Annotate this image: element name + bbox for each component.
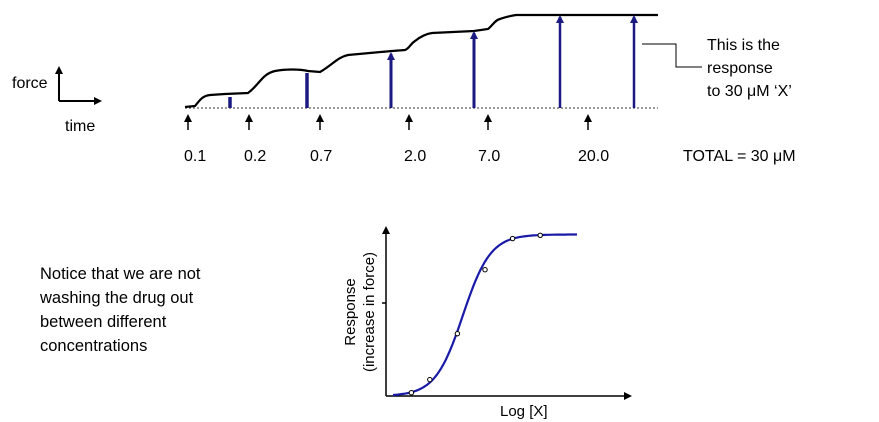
callout-line-text: response — [707, 60, 773, 77]
callout-text: This is the response to 30 μM ‘X’ — [707, 37, 792, 100]
addition-arrows — [188, 116, 588, 130]
note-text: Notice that we are not washing the drug … — [40, 262, 280, 358]
response-bars — [230, 17, 634, 108]
note-line: Notice that we are not — [40, 262, 280, 286]
callout-line-text: This is the — [707, 37, 780, 54]
data-point — [428, 377, 432, 381]
data-point — [483, 268, 487, 272]
addition-label: 0.1 — [184, 148, 206, 165]
data-point — [510, 236, 514, 240]
data-point — [538, 233, 542, 237]
note-line: between different — [40, 310, 280, 334]
scale-force-label: force — [12, 75, 48, 92]
data-point — [455, 331, 459, 335]
force-trace — [185, 15, 658, 107]
callout-line-text: to 30 μM ‘X’ — [707, 83, 792, 100]
addition-label: 20.0 — [578, 148, 609, 165]
addition-labels: 0.1 0.2 0.7 2.0 7.0 20.0 — [184, 148, 609, 165]
total-label: TOTAL = 30 μM — [683, 148, 796, 165]
data-point — [409, 391, 413, 395]
y-axis-label: Response — [342, 278, 359, 346]
note-line: concentrations — [40, 334, 280, 358]
addition-label: 0.2 — [244, 148, 266, 165]
scale-bar: force time — [12, 68, 100, 135]
x-axis-label: Log [X] — [500, 403, 548, 420]
fitted-curve — [393, 235, 577, 396]
callout-line — [642, 44, 702, 67]
y-axis-label-sub: (increase in force) — [361, 252, 378, 372]
data-points — [409, 233, 542, 395]
dose-response-chart: Log [X] Response (increase in force) — [342, 228, 630, 420]
note-line: washing the drug out — [40, 286, 280, 310]
scale-time-label: time — [65, 118, 95, 135]
addition-label: 2.0 — [404, 148, 426, 165]
addition-label: 0.7 — [310, 148, 332, 165]
addition-label: 7.0 — [478, 148, 500, 165]
